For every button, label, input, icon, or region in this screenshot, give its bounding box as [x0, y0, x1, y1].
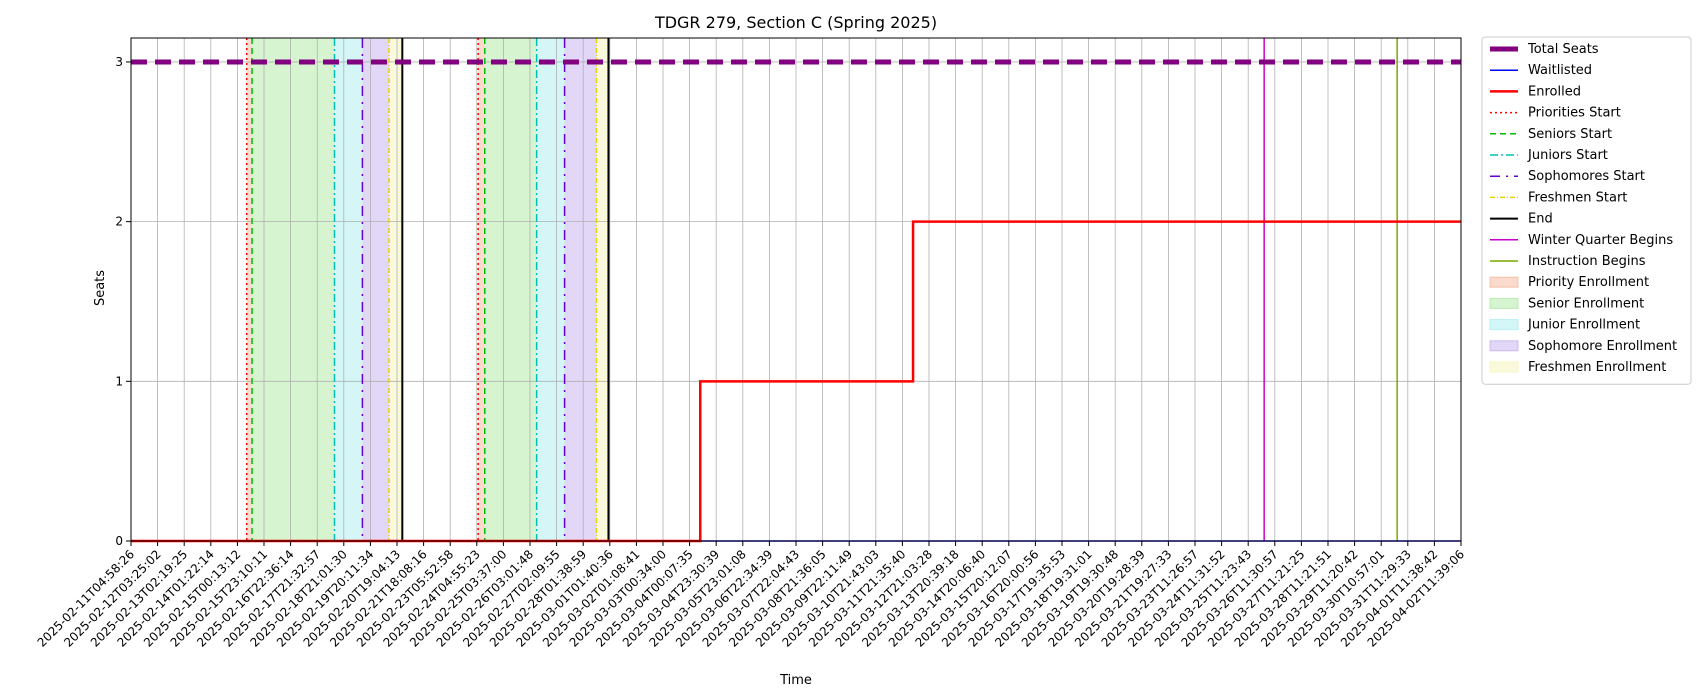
chart-title: TDGR 279, Section C (Spring 2025): [654, 13, 937, 32]
legend-entry: Freshmen Enrollment: [1528, 360, 1666, 375]
y-axis-ticks: 0 1 2 3: [115, 55, 131, 548]
legend-entry: End: [1528, 212, 1553, 227]
shaded-region: [596, 38, 609, 541]
legend-entry: Seniors Start: [1528, 127, 1612, 142]
legend-entry: Sophomores Start: [1528, 169, 1645, 184]
legend: Total Seats Waitlisted Enrolled Priorities …: [1481, 36, 1692, 385]
legend-swatch: [1489, 297, 1519, 309]
legend-swatch: [1489, 361, 1519, 373]
legend-entry: Juniors Start: [1527, 148, 1608, 163]
legend-swatch: [1489, 319, 1519, 331]
legend-entry: Priorities Start: [1528, 106, 1621, 121]
legend-entry: Total Seats: [1527, 42, 1599, 57]
legend-swatch: [1489, 340, 1519, 352]
x-axis-ticks: 2025-02-11T04:58:262025-02-12T03:25:0220…: [35, 541, 1467, 650]
y-tick-label: 2: [115, 215, 123, 229]
shaded-region: [478, 38, 485, 541]
shaded-regions: [246, 38, 609, 541]
legend-entry: Winter Quarter Begins: [1528, 233, 1673, 248]
x-axis-label: Time: [779, 673, 812, 688]
legend-entry: Junior Enrollment: [1527, 318, 1640, 333]
legend-entry: Instruction Begins: [1528, 254, 1646, 269]
legend-entry: Priority Enrollment: [1528, 275, 1649, 290]
legend-entry: Waitlisted: [1528, 63, 1592, 78]
y-tick-label: 1: [115, 374, 123, 388]
y-tick-label: 3: [115, 55, 123, 69]
legend-box: [1481, 36, 1692, 385]
legend-entry: Freshmen Start: [1528, 190, 1627, 205]
shaded-region: [252, 38, 335, 541]
shaded-region: [564, 38, 597, 541]
shaded-region: [536, 38, 565, 541]
grid: [130, 38, 1462, 542]
y-axis-label: Seats: [93, 270, 108, 306]
legend-swatch: [1489, 276, 1519, 288]
legend-entry: Senior Enrollment: [1528, 296, 1644, 311]
shaded-region: [362, 38, 390, 541]
y-tick-label: 0: [115, 534, 123, 548]
shaded-region: [334, 38, 363, 541]
shaded-region: [389, 38, 403, 541]
legend-entry: Enrolled: [1528, 84, 1581, 99]
legend-entry: Sophomore Enrollment: [1528, 339, 1677, 354]
shaded-region: [246, 38, 253, 541]
vertical-markers: [245, 38, 1398, 541]
shaded-region: [484, 38, 537, 541]
